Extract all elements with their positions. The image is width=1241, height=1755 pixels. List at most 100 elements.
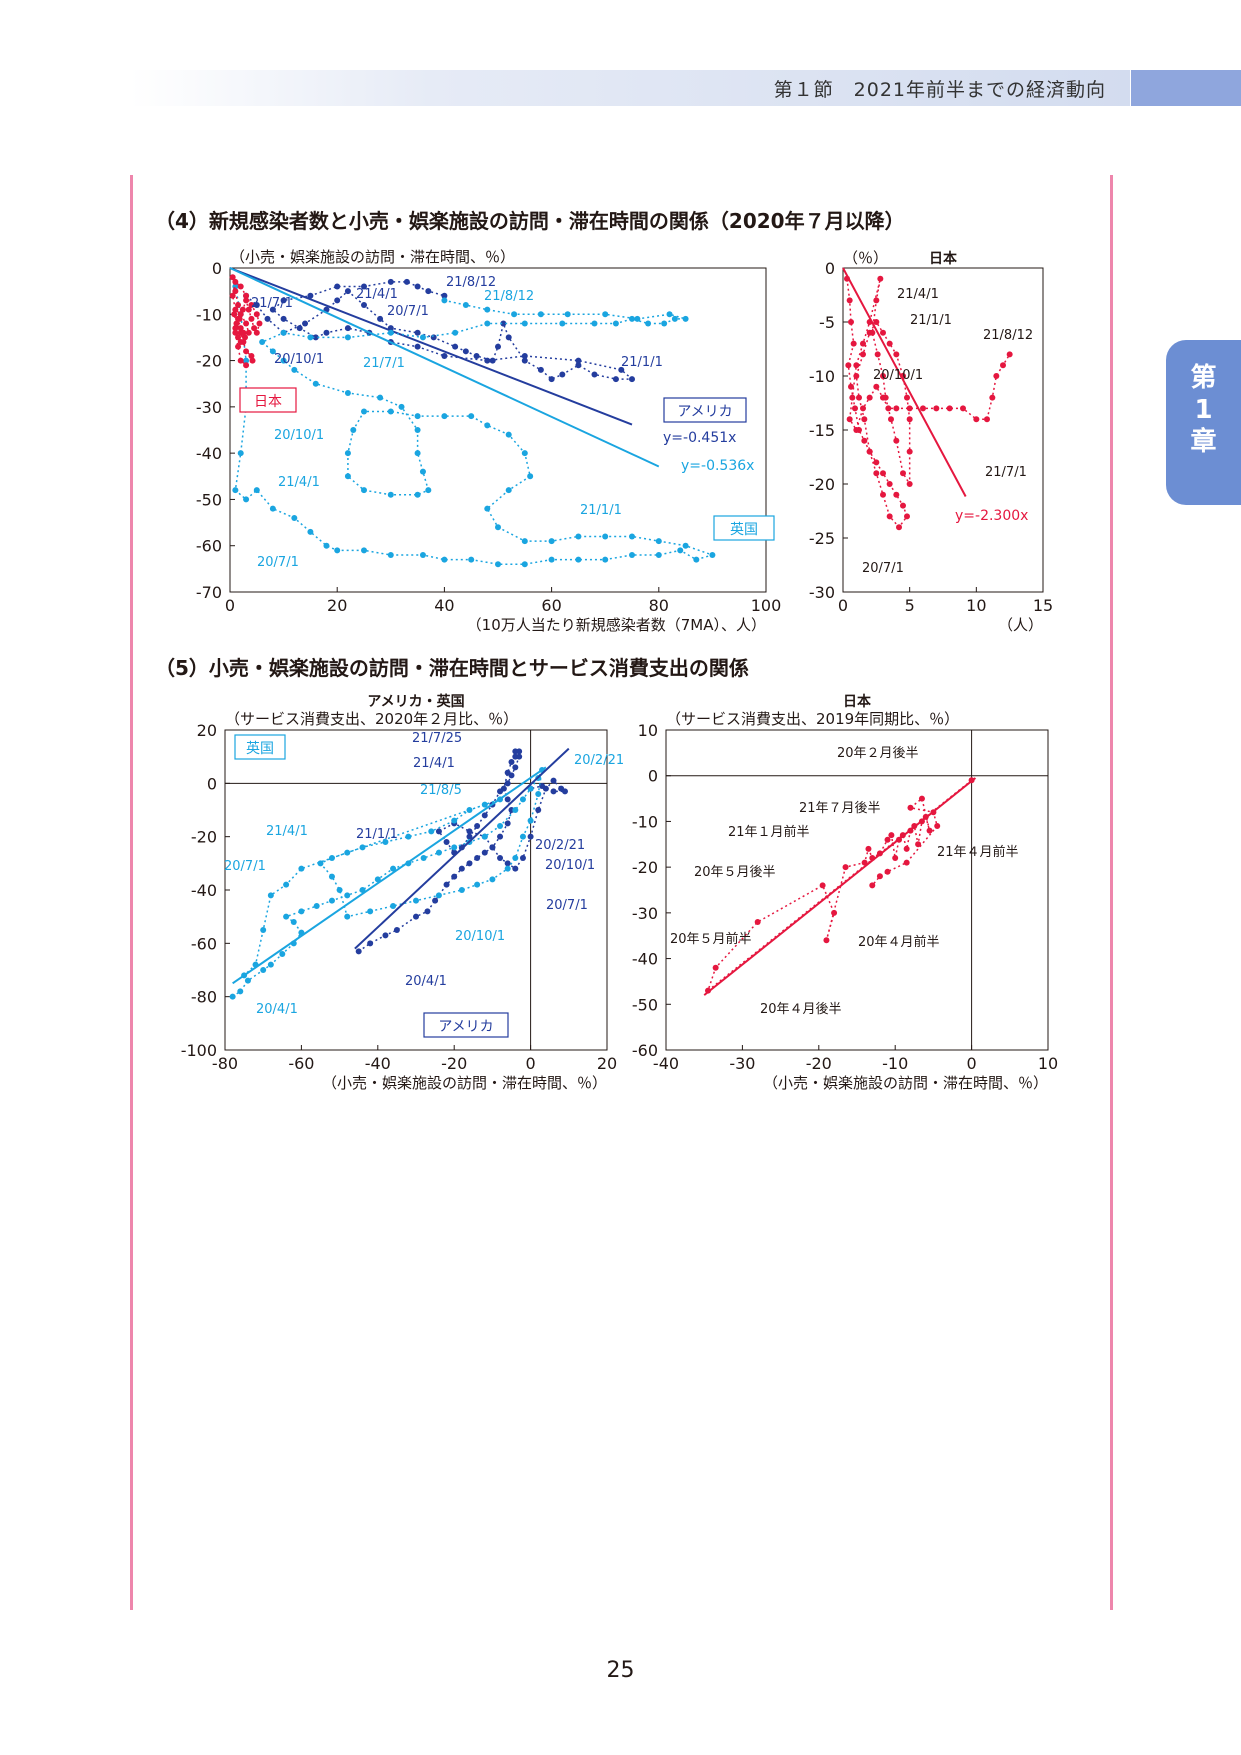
c3-series-0-point	[497, 788, 504, 795]
c1-series-1-point	[559, 320, 566, 327]
c1-series-1-point	[291, 366, 298, 373]
c3-series-1-point	[244, 977, 251, 984]
c1-series-0-point	[430, 334, 437, 341]
c1-series-2-point	[232, 325, 239, 332]
c1-series-1-point	[259, 339, 266, 346]
c3-series-0-point	[539, 783, 546, 789]
c1-series-2-point	[243, 297, 250, 304]
chapter-tab: 第 1 章	[1166, 340, 1241, 505]
c3-series-1-point	[336, 887, 343, 893]
c1-series-0-point	[302, 320, 309, 327]
c1-series-1-point	[602, 556, 609, 563]
c4-series-0-point	[819, 882, 826, 889]
c4-series-0-point	[888, 832, 895, 839]
c1-series-0-point	[414, 329, 421, 336]
c2-annotation-0: 21/4/1	[897, 287, 939, 302]
c3-series-0-point	[512, 865, 519, 872]
c1-series-1-point	[414, 413, 421, 420]
page-number: 25	[606, 1658, 635, 1683]
c4-series-0-point	[823, 937, 830, 944]
c1-series-0-point	[253, 302, 260, 309]
c2-series-0-point	[880, 394, 886, 401]
c3-series-1-point	[497, 823, 504, 829]
c3-series-1-point	[527, 817, 534, 824]
c2-series-0-point	[860, 351, 866, 358]
c1-ytick-label: -20	[196, 352, 222, 371]
c1-series-2-point	[243, 320, 250, 327]
c2-series-0-point	[880, 470, 886, 477]
c3-series-1-point	[237, 988, 244, 995]
c3-annotation-12: 20/4/1	[256, 1002, 298, 1017]
c1-series-2-point	[243, 292, 250, 299]
c2-annotation-5: 20/7/1	[862, 561, 904, 576]
c2-series-0-point	[866, 448, 873, 455]
c3-series-1-point	[344, 849, 351, 856]
c3-xtick-label: 20	[597, 1054, 617, 1073]
c2-series-0-point	[845, 362, 852, 369]
c2-series-0-point	[960, 405, 966, 412]
chapter-tab-line2: 1	[1194, 395, 1213, 425]
c1-series-1-point	[425, 487, 432, 494]
c1-series-1-point	[237, 450, 244, 457]
c4-xtick-label: -10	[882, 1054, 908, 1073]
c3-series-0-point	[474, 855, 481, 861]
c3-series-0-point	[458, 865, 465, 872]
c1-series-1-point	[521, 538, 528, 545]
c2-series-0-point	[856, 394, 862, 401]
c1-series-1-point	[591, 320, 598, 327]
c1-series-0-point	[452, 343, 459, 350]
c4-annotation-2: 21年１月前半	[728, 824, 810, 840]
c3-legend-uk: 英国	[246, 740, 274, 757]
c2-annotation-2: 21/8/12	[983, 328, 1033, 343]
c3-series-1-point	[481, 833, 488, 840]
c2-series-0-point	[886, 481, 893, 487]
c1-series-2-point	[253, 311, 260, 318]
c3-legend-usa-box	[423, 1012, 509, 1038]
c1-series-1-point	[323, 542, 330, 549]
c2-series-0-point	[920, 405, 926, 412]
c4-title: 日本	[843, 693, 872, 710]
c2-series-0-point	[904, 394, 910, 401]
c3-series-1-point	[535, 791, 542, 797]
c2-fit-label: y=-2.300x	[955, 508, 1028, 524]
c2-series-0-point	[906, 405, 913, 412]
c4-series-0-point	[903, 859, 910, 866]
c2-series-0-point	[861, 437, 868, 444]
c1-series-0-point	[312, 334, 319, 341]
c1-series-1-point	[521, 320, 528, 327]
c4-series-0-point	[884, 868, 891, 875]
c4-series-0-point	[869, 882, 876, 889]
c3-series-1-path	[232, 769, 543, 998]
c3-series-1-point	[328, 855, 335, 861]
c1-series-2-point	[232, 329, 239, 336]
c3-series-0-point	[504, 860, 511, 867]
c1-series-1-point	[344, 473, 351, 480]
c1-series-1-point	[655, 538, 662, 545]
c2-series-0-point	[896, 524, 902, 531]
c3-ytick-label: -80	[191, 988, 217, 1007]
c4-xlabel: （小売・娯楽施設の訪問・滞在時間、％）	[763, 1074, 1048, 1092]
c1-series-1-point	[527, 473, 534, 480]
c3-annotation-4: 21/4/1	[266, 824, 308, 839]
c3-annotation-2: 20/2/21	[574, 753, 624, 768]
c1-series-1-point	[307, 528, 314, 535]
c1-series-1-point	[419, 468, 426, 475]
c1-series-1-point	[682, 542, 689, 549]
c1-series-1-point	[484, 422, 491, 429]
c1-series-0-point	[344, 325, 351, 332]
c3-series-0-point	[481, 849, 488, 856]
c1-annotation-8: 20/10/1	[274, 428, 324, 443]
c3-annotation-6: 20/2/21	[535, 838, 585, 853]
c1-series-1-point	[484, 505, 491, 512]
c3-xtick-label: 0	[526, 1054, 536, 1073]
c2-annotation-4: 21/7/1	[985, 465, 1027, 480]
c1-series-2-point	[235, 302, 242, 309]
c1-series-1-point	[612, 320, 619, 327]
c4-series-0-point	[842, 864, 849, 871]
section-title-4: （4）新規感染者数と小売・娯楽施設の訪問・滞在時間の関係（2020年７月以降）	[155, 209, 905, 233]
c1-series-1-point	[602, 533, 609, 540]
c1-series-1-fit-line	[229, 267, 660, 468]
c3-series-1-point	[458, 887, 465, 893]
c1-series-2-point	[229, 274, 236, 281]
c1-series-2-point	[229, 292, 236, 299]
